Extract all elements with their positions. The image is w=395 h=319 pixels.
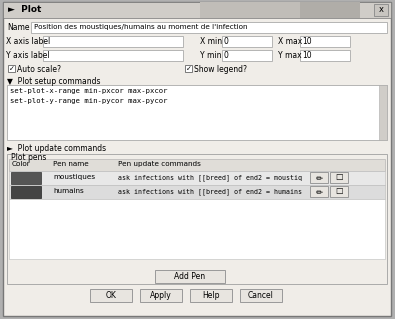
Text: Position des moustiques/humains au moment de l'infection: Position des moustiques/humains au momen…: [34, 24, 248, 29]
Bar: [3, 2, 391, 18]
Text: Pen update commands: Pen update commands: [118, 161, 201, 167]
Text: set-plot-y-range min-pycor max-pycor: set-plot-y-range min-pycor max-pycor: [10, 98, 167, 104]
Text: Cancel: Cancel: [248, 291, 274, 300]
Text: Y min: Y min: [200, 51, 222, 60]
Text: ►  Plot: ► Plot: [8, 5, 41, 14]
Text: ✓: ✓: [9, 65, 15, 71]
Bar: [9, 171, 385, 185]
Bar: [222, 50, 272, 61]
Text: ✏: ✏: [316, 173, 322, 182]
Text: ☐: ☐: [335, 187, 343, 196]
Text: ✓: ✓: [186, 65, 192, 71]
Text: Y max: Y max: [278, 51, 302, 60]
Text: X min: X min: [200, 37, 222, 46]
Text: ask infections with [[breed] of end2 = moustiq: ask infections with [[breed] of end2 = m…: [118, 174, 302, 181]
Bar: [310, 172, 328, 183]
Text: Apply: Apply: [150, 291, 172, 300]
Text: humains: humains: [53, 188, 84, 194]
Text: moustiques: moustiques: [53, 174, 95, 180]
Bar: [300, 2, 360, 18]
Text: set-plot-x-range min-pxcor max-pxcor: set-plot-x-range min-pxcor max-pxcor: [10, 88, 167, 94]
Bar: [374, 4, 388, 16]
Bar: [9, 159, 385, 171]
Text: ✏: ✏: [316, 187, 322, 196]
Bar: [330, 172, 348, 183]
Bar: [300, 36, 350, 47]
Bar: [155, 270, 225, 283]
Bar: [310, 186, 328, 197]
Bar: [11, 172, 41, 184]
Bar: [9, 185, 385, 199]
Text: 10: 10: [302, 38, 312, 47]
Bar: [140, 289, 182, 302]
Text: Add Pen: Add Pen: [175, 272, 205, 281]
Bar: [9, 199, 385, 259]
Bar: [8, 65, 15, 72]
Bar: [43, 50, 183, 61]
Text: X axis label: X axis label: [6, 37, 50, 46]
Text: Pen name: Pen name: [53, 161, 89, 167]
Text: ask infections with [[breed] of end2 = humains: ask infections with [[breed] of end2 = h…: [118, 188, 302, 195]
Text: ▼  Plot setup commands: ▼ Plot setup commands: [7, 77, 100, 86]
Bar: [190, 289, 232, 302]
Text: 10: 10: [302, 51, 312, 61]
Bar: [31, 22, 387, 33]
Bar: [90, 289, 132, 302]
Text: X max: X max: [278, 37, 302, 46]
Text: Plot pens: Plot pens: [11, 153, 46, 162]
Text: Color: Color: [12, 161, 31, 167]
Bar: [11, 186, 41, 198]
Text: ☐: ☐: [335, 173, 343, 182]
Text: Name: Name: [7, 23, 30, 32]
Text: Show legend?: Show legend?: [194, 65, 247, 74]
Text: Y axis label: Y axis label: [6, 51, 50, 60]
Bar: [222, 36, 272, 47]
Text: Auto scale?: Auto scale?: [17, 65, 61, 74]
Text: 0: 0: [224, 38, 229, 47]
Bar: [185, 65, 192, 72]
Text: Help: Help: [202, 291, 220, 300]
Bar: [43, 36, 183, 47]
Bar: [300, 50, 350, 61]
Bar: [379, 85, 387, 140]
Bar: [7, 85, 387, 140]
Text: x: x: [378, 5, 384, 14]
Bar: [240, 289, 282, 302]
Text: 0: 0: [224, 51, 229, 61]
Bar: [7, 154, 387, 284]
Bar: [330, 186, 348, 197]
Bar: [200, 2, 350, 18]
Text: ►  Plot update commands: ► Plot update commands: [7, 144, 106, 153]
Text: OK: OK: [105, 291, 117, 300]
